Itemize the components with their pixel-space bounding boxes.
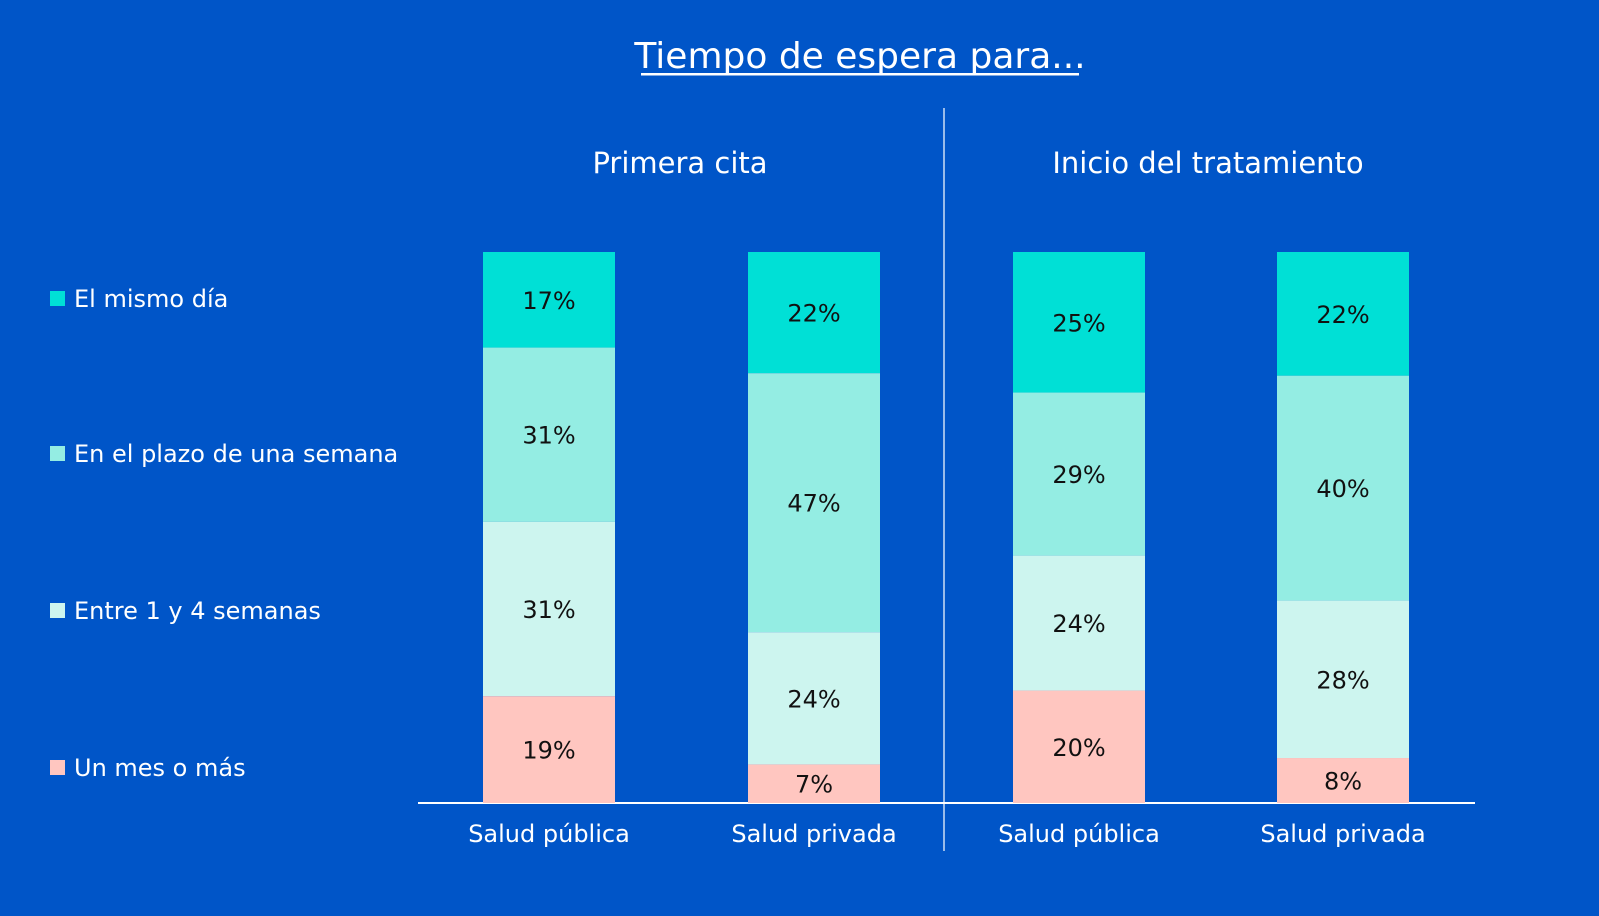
bar-segment: [1013, 690, 1145, 803]
title-underline: [641, 73, 1079, 76]
bar-value-label: 40%: [1316, 475, 1369, 503]
bar-segment: [1013, 252, 1145, 393]
x-tick-label: Salud pública: [998, 820, 1160, 848]
bar-value-label: 24%: [1052, 610, 1105, 638]
x-tick-label: Salud pública: [468, 820, 630, 848]
legend-label: En el plazo de una semana: [74, 440, 398, 468]
bar-value-label: 22%: [1316, 301, 1369, 329]
bar-value-label: 22%: [787, 300, 840, 328]
bar-segment: [1277, 252, 1409, 376]
bar-value-label: 24%: [787, 685, 840, 713]
legend-swatch: [50, 603, 65, 618]
bar-value-label: 19%: [522, 737, 575, 765]
bar-segment: [1277, 375, 1409, 601]
legend-swatch: [50, 760, 65, 775]
bar-segment: [748, 764, 880, 803]
legend-swatch: [50, 291, 65, 306]
bar-value-label: 47%: [787, 490, 840, 518]
chart-title: Tiempo de espera para...: [633, 36, 1085, 77]
bar-value-label: 8%: [1324, 768, 1362, 796]
x-tick-label: Salud privada: [1260, 820, 1425, 848]
bar-value-label: 28%: [1316, 666, 1369, 694]
bar-segment: [748, 373, 880, 633]
x-tick-label: Salud privada: [731, 820, 896, 848]
group-title: Primera cita: [592, 146, 767, 180]
bar-segment: [483, 347, 615, 522]
legend-label: Un mes o más: [74, 754, 246, 782]
bar-segment: [1277, 758, 1409, 803]
bar-segment: [483, 696, 615, 803]
bar-segment: [748, 252, 880, 374]
bar-value-label: 31%: [522, 596, 575, 624]
bar-segment: [1013, 555, 1145, 691]
bar-value-label: 25%: [1052, 309, 1105, 337]
bar-value-label: 31%: [522, 422, 575, 450]
bar-value-label: 29%: [1052, 461, 1105, 489]
legend-swatch: [50, 446, 65, 461]
legend-label: Entre 1 y 4 semanas: [74, 597, 321, 625]
bar-segment: [1013, 392, 1145, 556]
bar-segment: [483, 252, 615, 348]
bar-value-label: 7%: [795, 771, 833, 799]
group-title: Inicio del tratamiento: [1052, 146, 1363, 180]
bar-value-label: 20%: [1052, 734, 1105, 762]
bar-segment: [1277, 600, 1409, 759]
bar-value-label: 17%: [522, 287, 575, 315]
bar-segment: [748, 632, 880, 765]
bar-segment: [483, 521, 615, 697]
legend-label: El mismo día: [74, 285, 228, 313]
